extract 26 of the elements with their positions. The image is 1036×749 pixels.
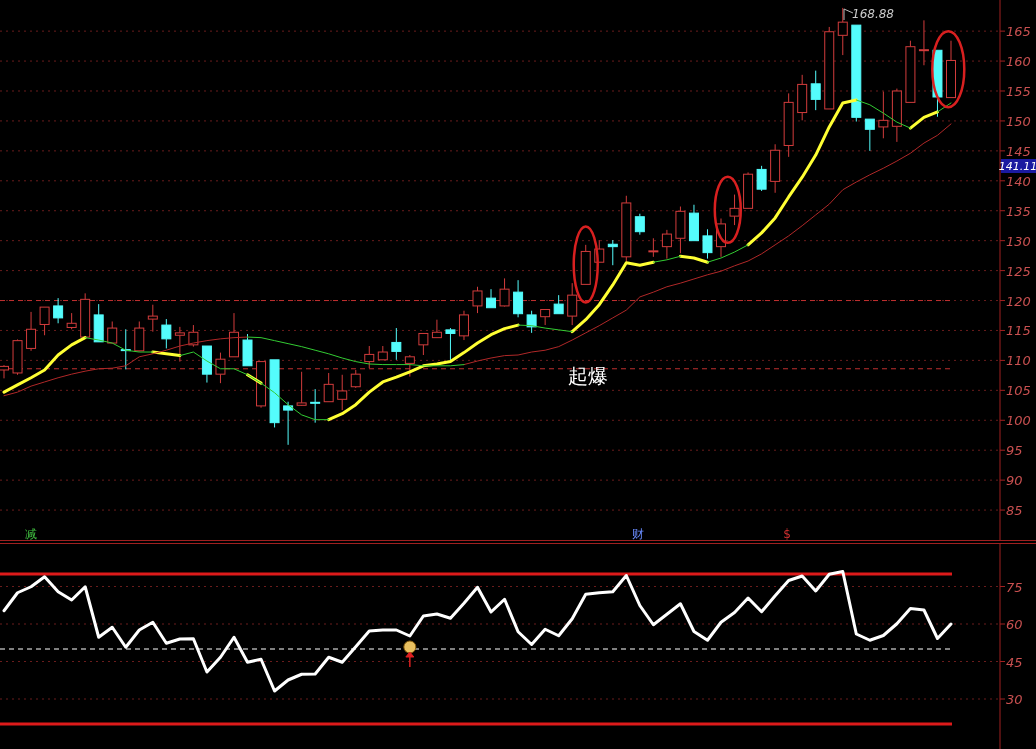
y-tick-label: 115 bbox=[1006, 323, 1031, 339]
y-tick-label: 100 bbox=[1006, 413, 1031, 429]
y-tick-label: 140 bbox=[1006, 173, 1031, 189]
y-tick-label: 105 bbox=[1006, 383, 1031, 399]
y-tick-label: 110 bbox=[1006, 353, 1031, 369]
y-tick-label: 75 bbox=[1006, 579, 1023, 595]
y-tick-label: 160 bbox=[1006, 54, 1031, 70]
y-tick-label: 90 bbox=[1006, 473, 1023, 489]
annotation: $ bbox=[783, 527, 791, 541]
y-tick-label: 60 bbox=[1006, 617, 1023, 632]
y-tick-label: 130 bbox=[1006, 233, 1031, 249]
y-tick-label: 145 bbox=[1006, 143, 1031, 159]
y-tick-label: 155 bbox=[1006, 84, 1031, 99]
y-tick-label: 30 bbox=[1006, 692, 1023, 707]
y-tick-label: 95 bbox=[1006, 443, 1023, 459]
y-tick-label: 165 bbox=[1006, 24, 1031, 40]
y-tick-label: 135 bbox=[1006, 203, 1031, 219]
annotation: 168.88 bbox=[852, 7, 895, 21]
y-tick-label: 125 bbox=[1006, 263, 1031, 279]
y-tick-label: 120 bbox=[1006, 293, 1031, 309]
y-tick-label: 85 bbox=[1006, 503, 1023, 519]
annotation: 财 bbox=[632, 527, 644, 541]
y-tick-label: 45 bbox=[1006, 654, 1023, 670]
y-tick-label: 150 bbox=[1006, 113, 1031, 129]
annotation: 减 bbox=[25, 527, 37, 541]
annotation: 起爆 bbox=[568, 364, 608, 388]
